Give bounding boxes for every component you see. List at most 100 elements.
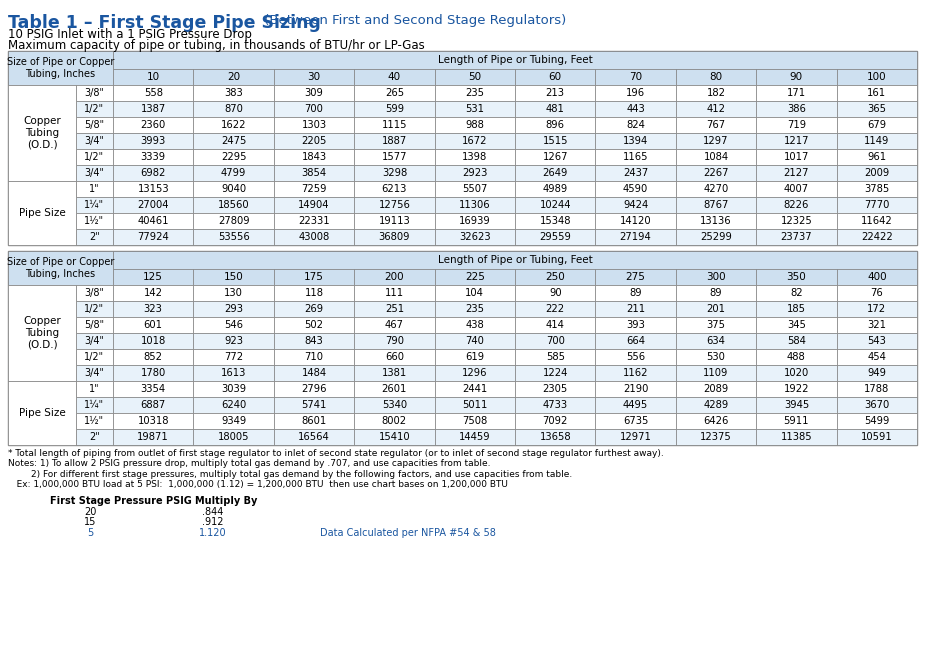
- Text: 27004: 27004: [138, 200, 169, 210]
- Text: 1303: 1303: [302, 120, 327, 130]
- Bar: [757, 381, 836, 397]
- Text: 2360: 2360: [141, 120, 166, 130]
- Bar: [435, 69, 515, 85]
- Text: 660: 660: [385, 352, 404, 362]
- Text: 2437: 2437: [623, 168, 648, 178]
- Text: 719: 719: [787, 120, 806, 130]
- Bar: [274, 213, 354, 229]
- Bar: [596, 301, 676, 317]
- Text: 2205: 2205: [302, 136, 327, 146]
- Text: 275: 275: [625, 272, 646, 282]
- Text: 601: 601: [143, 320, 163, 330]
- Text: 414: 414: [546, 320, 564, 330]
- Text: 2601: 2601: [382, 384, 407, 394]
- Bar: [8, 149, 76, 165]
- Bar: [113, 349, 193, 365]
- Text: 1922: 1922: [783, 384, 809, 394]
- Bar: [76, 181, 113, 197]
- Bar: [676, 333, 757, 349]
- Bar: [596, 413, 676, 429]
- Bar: [8, 85, 76, 101]
- Text: 22422: 22422: [861, 232, 893, 242]
- Bar: [596, 181, 676, 197]
- Text: 19113: 19113: [378, 216, 411, 226]
- Text: 1165: 1165: [623, 152, 648, 162]
- Bar: [435, 381, 515, 397]
- Text: 3/4": 3/4": [84, 168, 105, 178]
- Bar: [113, 285, 193, 301]
- Bar: [435, 285, 515, 301]
- Bar: [113, 269, 193, 285]
- Text: 1017: 1017: [783, 152, 809, 162]
- Bar: [596, 149, 676, 165]
- Text: 100: 100: [867, 72, 887, 82]
- Text: 740: 740: [465, 336, 485, 346]
- Bar: [274, 149, 354, 165]
- Bar: [193, 101, 274, 117]
- Text: 27194: 27194: [620, 232, 651, 242]
- Bar: [354, 349, 435, 365]
- Bar: [354, 413, 435, 429]
- Bar: [8, 229, 76, 245]
- Text: 5340: 5340: [382, 400, 407, 410]
- Bar: [757, 269, 836, 285]
- Text: 182: 182: [707, 88, 725, 98]
- Bar: [596, 165, 676, 181]
- Text: Length of Pipe or Tubing, Feet: Length of Pipe or Tubing, Feet: [438, 55, 592, 65]
- Text: 14904: 14904: [298, 200, 329, 210]
- Bar: [676, 317, 757, 333]
- Bar: [76, 365, 113, 381]
- Bar: [836, 229, 917, 245]
- Bar: [596, 117, 676, 133]
- Text: 12325: 12325: [781, 216, 812, 226]
- Bar: [836, 69, 917, 85]
- Text: 1398: 1398: [462, 152, 487, 162]
- Bar: [676, 181, 757, 197]
- Bar: [515, 69, 596, 85]
- Bar: [676, 397, 757, 413]
- Bar: [836, 381, 917, 397]
- Bar: [836, 197, 917, 213]
- Text: 3039: 3039: [221, 384, 246, 394]
- Bar: [8, 429, 76, 445]
- Bar: [8, 365, 76, 381]
- Bar: [76, 117, 113, 133]
- Bar: [515, 429, 596, 445]
- Text: 9349: 9349: [221, 416, 246, 426]
- Bar: [354, 365, 435, 381]
- Bar: [676, 101, 757, 117]
- Bar: [113, 365, 193, 381]
- Bar: [8, 165, 76, 181]
- Text: 11642: 11642: [861, 216, 893, 226]
- Text: 400: 400: [867, 272, 887, 282]
- Text: 481: 481: [546, 104, 564, 114]
- Text: 18005: 18005: [218, 432, 250, 442]
- Bar: [354, 333, 435, 349]
- Bar: [596, 349, 676, 365]
- Text: 1484: 1484: [302, 368, 327, 378]
- Bar: [274, 301, 354, 317]
- Bar: [76, 301, 113, 317]
- Text: 546: 546: [224, 320, 243, 330]
- Bar: [8, 213, 76, 229]
- Text: Copper
Tubing
(O.D.): Copper Tubing (O.D.): [23, 116, 61, 150]
- Bar: [435, 365, 515, 381]
- Text: 36809: 36809: [378, 232, 410, 242]
- Bar: [435, 213, 515, 229]
- Bar: [515, 149, 596, 165]
- Bar: [836, 117, 917, 133]
- Text: 9424: 9424: [623, 200, 648, 210]
- Text: 82: 82: [790, 288, 803, 298]
- Bar: [193, 333, 274, 349]
- Bar: [274, 365, 354, 381]
- Text: 843: 843: [304, 336, 324, 346]
- Bar: [435, 429, 515, 445]
- Text: 1515: 1515: [542, 136, 568, 146]
- Text: Pipe Size: Pipe Size: [18, 408, 66, 418]
- Bar: [113, 51, 917, 69]
- Text: 161: 161: [868, 88, 886, 98]
- Text: 43008: 43008: [299, 232, 329, 242]
- Text: 556: 556: [626, 352, 645, 362]
- Bar: [676, 229, 757, 245]
- Text: 393: 393: [626, 320, 645, 330]
